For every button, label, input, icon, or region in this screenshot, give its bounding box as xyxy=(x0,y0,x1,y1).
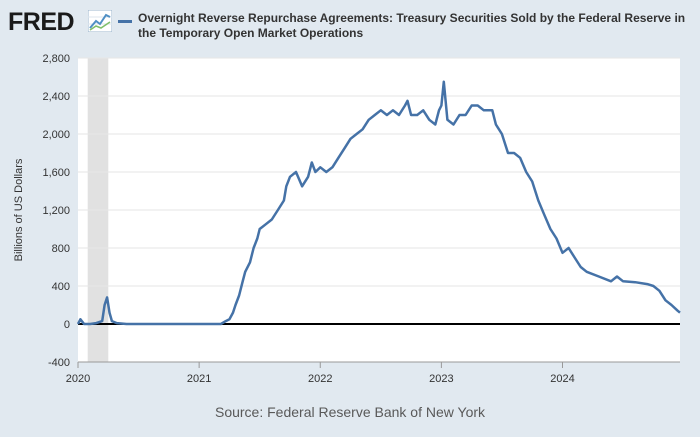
y-tick-label: 0 xyxy=(64,319,70,331)
y-tick-label: -400 xyxy=(48,357,70,369)
y-tick-label: 2,400 xyxy=(42,91,70,103)
y-axis-ticks: -400 0 400 800 1,200 1,600 2,000 2,400 2,800 xyxy=(42,53,70,369)
source-note: Source: Federal Reserve Bank of New York xyxy=(214,404,486,420)
x-tick-label: 2023 xyxy=(429,373,453,385)
legend-series-swatch xyxy=(118,20,132,23)
x-tick-label: 2020 xyxy=(66,373,90,385)
y-tick-label: 400 xyxy=(52,281,70,293)
x-tick-label: 2024 xyxy=(550,373,574,385)
y-tick-label: 1,600 xyxy=(42,167,70,179)
fred-chart-logo-icon xyxy=(88,10,112,32)
series-line[interactable] xyxy=(76,80,681,326)
chart-header: FRED Overnight Reverse Repurchase Agreem… xyxy=(8,6,692,46)
chart-title: Overnight Reverse Repurchase Agreements:… xyxy=(138,11,686,40)
chart-area: -400 0 400 800 1,200 1,600 2,000 2,400 2,800 202… xyxy=(13,53,681,385)
x-tick-label: 2021 xyxy=(187,373,211,385)
y-axis-label: Billions of US Dollars xyxy=(13,158,25,261)
y-tick-label: 2,800 xyxy=(42,53,70,65)
x-axis-ticks: 2020 2021 2022 2023 2024 xyxy=(66,361,680,385)
x-tick-label: 2022 xyxy=(308,373,332,385)
y-tick-label: 1,200 xyxy=(42,205,70,217)
y-tick-label: 2,000 xyxy=(42,129,70,141)
fred-logo[interactable]: FRED xyxy=(8,8,75,36)
y-tick-label: 800 xyxy=(52,243,70,255)
